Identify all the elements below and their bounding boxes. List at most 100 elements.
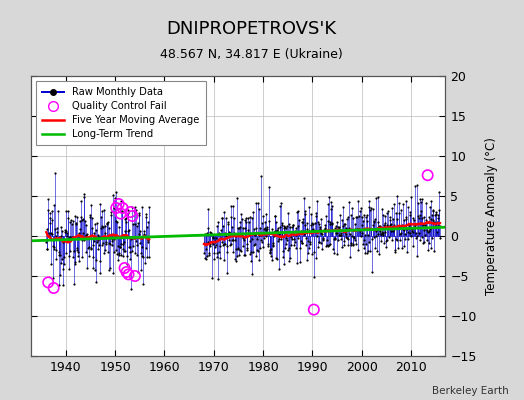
Point	[348, 242, 357, 248]
Point	[53, 229, 61, 235]
Point	[201, 241, 210, 247]
Point	[200, 250, 209, 256]
Point	[222, 232, 230, 239]
Point	[281, 235, 290, 241]
Point	[398, 222, 406, 228]
Point	[402, 214, 411, 221]
Point	[292, 244, 300, 251]
Point	[95, 242, 103, 248]
Point	[110, 204, 118, 211]
Point	[126, 249, 135, 256]
Point	[334, 224, 342, 230]
Point	[49, 285, 58, 291]
Point	[268, 243, 277, 250]
Point	[287, 241, 295, 248]
Point	[345, 225, 354, 231]
Point	[104, 219, 113, 225]
Point	[342, 231, 350, 238]
Point	[364, 248, 372, 254]
Point	[134, 220, 143, 226]
Point	[368, 269, 376, 276]
Point	[334, 236, 342, 243]
Point	[275, 266, 283, 272]
Point	[250, 242, 259, 248]
Point	[76, 226, 84, 232]
Point	[211, 244, 219, 250]
Point	[244, 227, 253, 233]
Point	[124, 210, 133, 216]
Point	[115, 224, 124, 231]
Point	[344, 242, 353, 248]
Point	[226, 242, 234, 248]
Point	[394, 245, 402, 251]
Point	[100, 250, 108, 256]
Point	[355, 227, 364, 234]
Point	[354, 226, 362, 232]
Point	[270, 228, 279, 234]
Point	[254, 200, 263, 206]
Point	[312, 213, 321, 219]
Point	[387, 221, 395, 228]
Point	[407, 233, 416, 239]
Point	[105, 267, 113, 273]
Point	[109, 192, 117, 198]
Point	[243, 244, 252, 251]
Point	[77, 214, 85, 220]
Point	[368, 236, 376, 242]
Point	[85, 244, 93, 250]
Point	[88, 215, 96, 222]
Point	[297, 238, 305, 244]
Point	[94, 246, 103, 252]
Point	[230, 249, 238, 255]
Point	[317, 240, 325, 246]
Point	[301, 207, 309, 214]
Point	[310, 248, 318, 255]
Point	[294, 217, 303, 224]
Point	[309, 228, 318, 234]
Point	[115, 250, 123, 256]
Point	[334, 231, 343, 238]
Point	[276, 203, 285, 210]
Point	[386, 222, 395, 228]
Point	[232, 246, 240, 252]
Point	[134, 269, 142, 275]
Point	[400, 216, 409, 223]
Point	[56, 252, 64, 258]
Point	[106, 264, 114, 271]
Point	[128, 213, 137, 219]
Point	[86, 246, 95, 252]
Point	[88, 225, 96, 231]
Point	[276, 224, 284, 231]
Point	[106, 212, 115, 219]
Point	[229, 237, 237, 243]
Point	[424, 229, 432, 235]
Point	[435, 235, 444, 242]
Point	[324, 242, 333, 248]
Point	[209, 235, 217, 242]
Point	[42, 239, 50, 246]
Point	[119, 246, 127, 252]
Point	[434, 188, 443, 195]
Point	[275, 236, 283, 242]
Point	[144, 219, 152, 226]
Point	[392, 235, 400, 242]
Point	[410, 216, 418, 223]
Point	[72, 214, 81, 221]
Point	[435, 206, 443, 213]
Point	[91, 279, 100, 285]
Point	[213, 222, 221, 229]
Point	[413, 233, 421, 239]
Point	[385, 214, 394, 220]
Point	[47, 230, 56, 236]
Point	[319, 236, 328, 242]
Point	[302, 235, 310, 241]
Point	[308, 251, 316, 257]
Point	[77, 198, 85, 204]
Point	[68, 234, 76, 240]
Point	[267, 225, 276, 232]
Point	[47, 230, 56, 237]
Point	[353, 226, 361, 233]
Point	[328, 203, 336, 209]
Point	[393, 237, 401, 243]
Point	[405, 222, 413, 228]
